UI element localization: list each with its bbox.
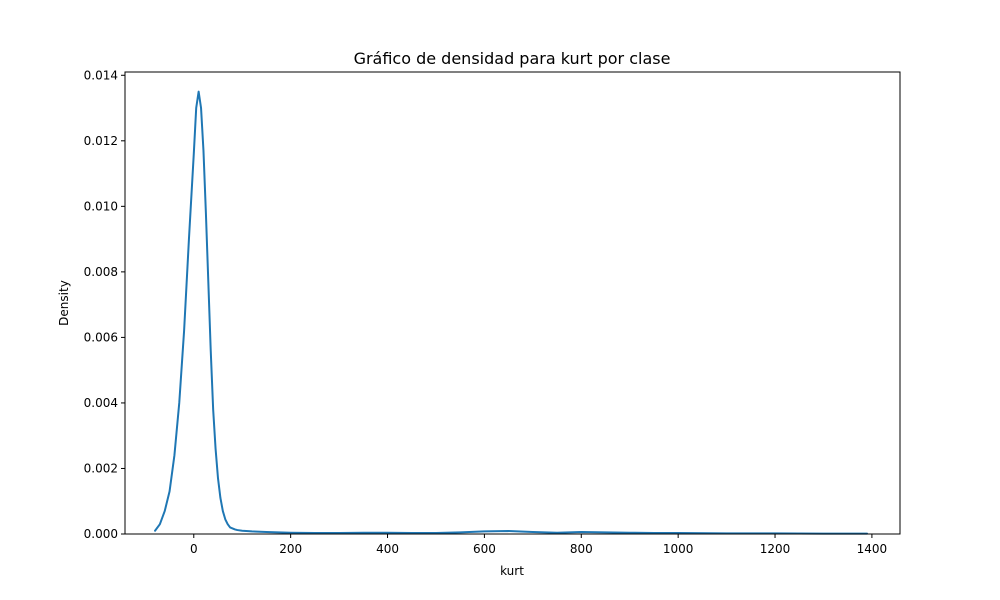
x-axis-label: kurt [500,564,524,578]
y-axis: 0.000 0.002 0.004 0.006 0.008 0.010 0.012 0.014 [84,68,125,541]
x-tick-label: 800 [570,542,593,556]
axes-frame [124,71,901,535]
y-tick-label: 0.004 [84,396,118,410]
x-tick-label: 600 [473,542,496,556]
x-tick-label: 1000 [663,542,694,556]
y-tick-label: 0.010 [84,199,118,213]
y-tick-label: 0.002 [84,461,118,475]
x-tick-label: 0 [190,542,198,556]
density-line [154,90,869,535]
x-axis: 0 200 400 600 800 1000 1200 1400 [190,534,887,556]
x-tick-label: 1200 [760,542,791,556]
y-tick-label: 0.000 [84,527,118,541]
y-tick-label: 0.014 [84,68,118,82]
x-tick-label: 200 [279,542,302,556]
y-axis-label: Density [57,280,71,326]
y-tick-label: 0.008 [84,265,118,279]
y-tick-label: 0.012 [84,134,118,148]
x-tick-label: 1400 [857,542,888,556]
chart-title: Gráfico de densidad para kurt por clase [354,49,671,68]
x-tick-label: 400 [376,542,399,556]
y-tick-label: 0.006 [84,330,118,344]
plot-area [124,71,901,535]
